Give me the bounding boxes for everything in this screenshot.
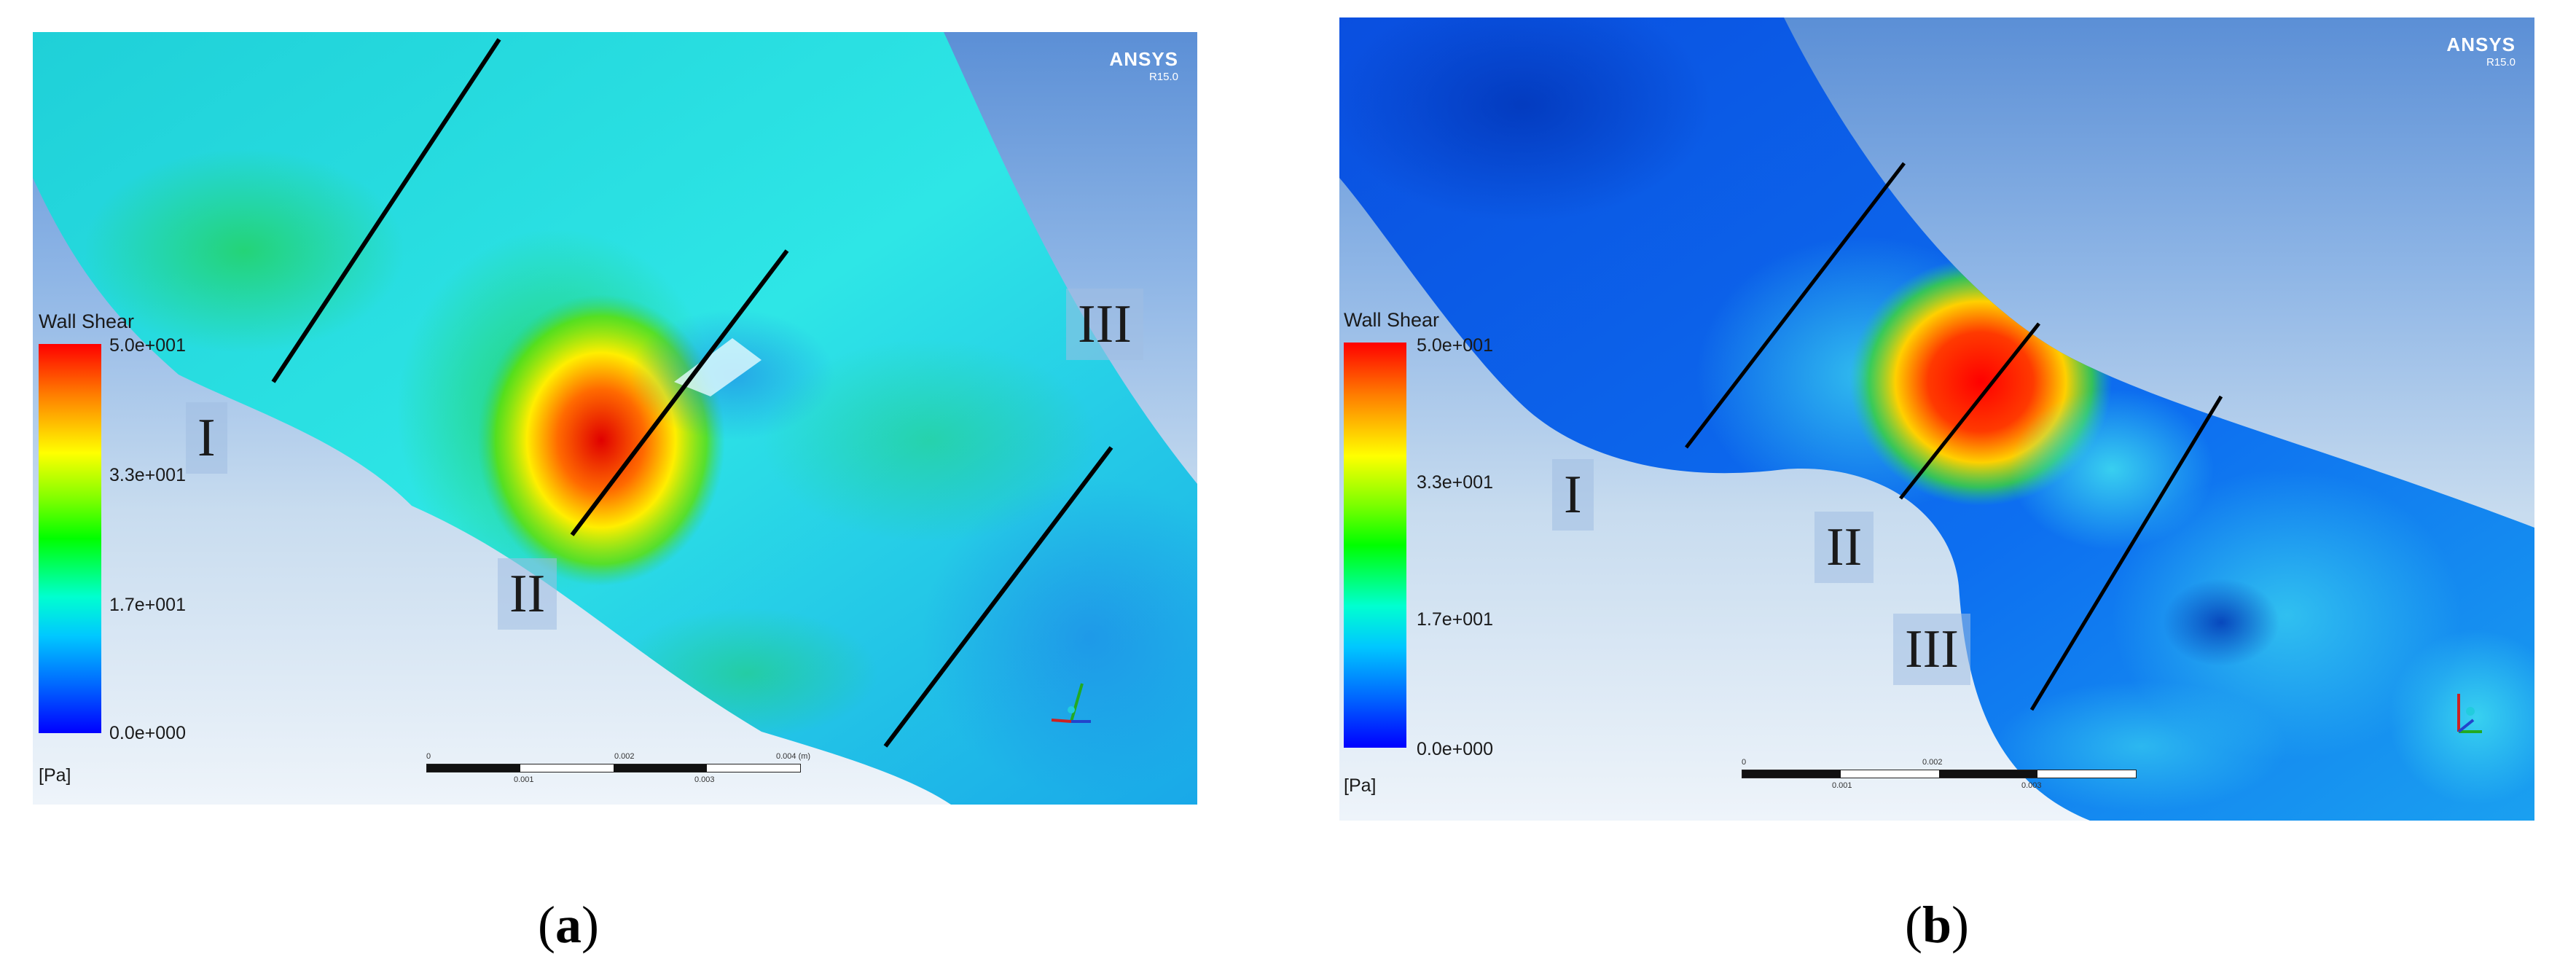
- scale-label: 0.001: [1832, 781, 1852, 790]
- legend-unit: [Pa]: [1344, 775, 1377, 796]
- legend-color-bar: [39, 344, 101, 733]
- scale-bar: [1742, 770, 2137, 778]
- scale-label: 0.002: [614, 752, 635, 761]
- simulation-panel-a: ANSYS R15.0 Wall Shear 5.0e+001 3.3e+001…: [33, 32, 1197, 805]
- scale-label: 0: [426, 752, 431, 761]
- legend-title: Wall Shear: [1344, 309, 1440, 331]
- region-label-iii: III: [1066, 289, 1143, 360]
- vessel-contour-plot-a: [33, 32, 1197, 805]
- caption-b: (b): [1905, 896, 1970, 954]
- scale-bar: [426, 764, 801, 772]
- ansys-logo: ANSYS R15.0: [2446, 34, 2516, 69]
- scale-label: 0.003: [2021, 781, 2042, 790]
- legend-tick-3: 1.7e+001: [1417, 609, 1493, 630]
- region-label-ii: II: [1814, 512, 1874, 583]
- section-lines-a: [271, 38, 1113, 748]
- legend-unit: [Pa]: [39, 765, 71, 786]
- legend-tick-2: 3.3e+001: [109, 465, 186, 485]
- vessel-contour-plot-b: [1339, 17, 2534, 821]
- region-label-iii: III: [1893, 614, 1970, 685]
- scale-label: 0.003: [694, 775, 715, 784]
- legend-tick-max: 5.0e+001: [109, 335, 186, 356]
- axis-triad-icon: [1051, 683, 1091, 723]
- caption-letter-a: a: [555, 896, 582, 954]
- section-lines-b: [1685, 162, 2223, 711]
- caption-letter-b: b: [1922, 896, 1952, 954]
- region-label-i: I: [186, 402, 227, 474]
- region-label-ii: II: [498, 558, 557, 630]
- region-label-i: I: [1552, 459, 1594, 531]
- legend-tick-3: 1.7e+001: [109, 595, 186, 615]
- axis-triad-icon: [2457, 694, 2482, 733]
- caption-a: (a): [538, 896, 599, 954]
- legend-tick-min: 0.0e+000: [109, 723, 186, 743]
- legend-tick-min: 0.0e+000: [1417, 739, 1493, 759]
- legend-title: Wall Shear: [39, 310, 135, 332]
- scale-label: 0.001: [514, 775, 534, 784]
- scale-label: 0.004 (m): [776, 752, 811, 761]
- scale-label: 0.002: [1922, 758, 1943, 767]
- ansys-logo: ANSYS R15.0: [1109, 48, 1178, 83]
- simulation-panel-b: ANSYS R15.0 Wall Shear 5.0e+001 3.3e+001…: [1339, 17, 2534, 821]
- legend-color-bar: [1344, 343, 1406, 748]
- legend-tick-2: 3.3e+001: [1417, 472, 1493, 493]
- legend-tick-max: 5.0e+001: [1417, 335, 1493, 356]
- scale-label: 0: [1742, 758, 1747, 767]
